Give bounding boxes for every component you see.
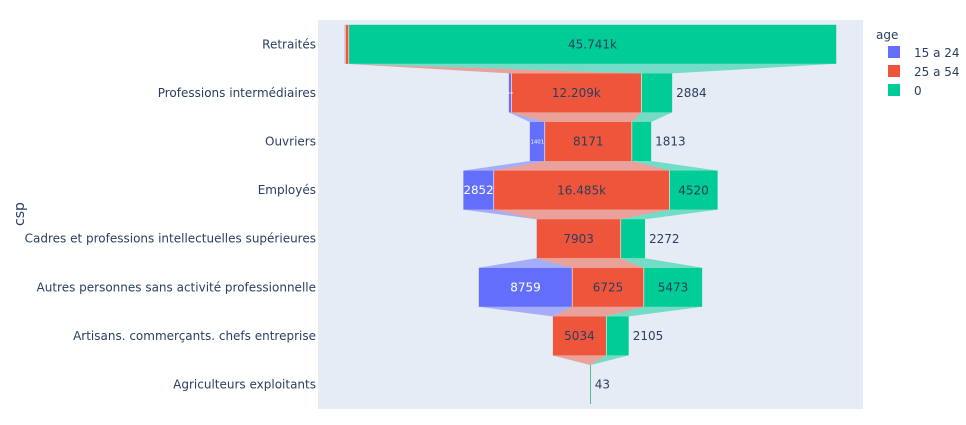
funnel-bar-segment[interactable] — [590, 365, 591, 404]
funnel-connector — [620, 258, 703, 268]
data-labels: 45.741k 229 12.209k 2884 1401 8171 1813 2852 16.… — [464, 38, 709, 392]
funnel-bar-segment[interactable] — [572, 267, 644, 307]
funnel-connector — [493, 209, 670, 220]
legend-label[interactable]: 15 a 24 — [914, 46, 960, 60]
data-label: 5473 — [658, 281, 689, 295]
funnel-connector — [345, 63, 642, 74]
funnel-bar-segment[interactable] — [493, 170, 670, 210]
funnel-connector — [493, 161, 670, 171]
data-label: 2105 — [633, 329, 664, 343]
funnel-connector — [590, 355, 629, 365]
funnel-bar-segment[interactable] — [348, 24, 837, 64]
funnel-connector — [508, 112, 545, 122]
data-label: 8171 — [573, 135, 604, 149]
funnel-bar-segment[interactable] — [643, 267, 703, 307]
legend: age 15 a 24 25 a 54 0 — [876, 28, 960, 98]
legend-swatch[interactable] — [888, 65, 900, 77]
data-label: 4520 — [678, 183, 709, 197]
data-label: 1813 — [655, 135, 686, 149]
data-label: 8759 — [510, 281, 541, 295]
funnel-connector — [552, 355, 591, 365]
funnel-connector — [344, 63, 512, 74]
funnel-bar-segment[interactable] — [631, 122, 652, 161]
funnel-connector — [606, 306, 703, 317]
legend-swatch[interactable] — [888, 46, 900, 58]
legend-label[interactable]: 0 — [914, 84, 922, 98]
funnel-connector — [463, 209, 537, 220]
funnel-bar-segment[interactable] — [620, 219, 645, 259]
data-label: 2852 — [464, 183, 494, 197]
funnel-bar-segment[interactable] — [345, 24, 349, 64]
funnel-connectors — [344, 63, 837, 365]
funnel-connector — [478, 306, 573, 317]
funnel-bar-segment[interactable] — [552, 316, 607, 356]
data-label: 7903 — [563, 232, 594, 246]
funnel-connector — [536, 258, 644, 268]
funnel-connector — [478, 258, 573, 268]
data-label: 16.485k — [557, 183, 606, 197]
legend-label[interactable]: 25 a 54 — [914, 65, 960, 79]
data-label: 5034 — [564, 329, 595, 343]
y-tick-label: Agriculteurs exploitants — [173, 378, 316, 392]
data-label: 2272 — [649, 232, 680, 246]
funnel-bar-segment[interactable] — [511, 73, 642, 113]
legend-title: age — [876, 28, 898, 42]
funnel-bar-segment[interactable] — [544, 122, 632, 161]
data-label: 229 — [507, 91, 513, 95]
funnel-bar-segment[interactable] — [478, 267, 573, 307]
data-label: 2884 — [676, 86, 707, 100]
funnel-connector — [511, 112, 642, 122]
funnel-connector — [631, 161, 718, 171]
y-tick-label: Professions intermédiaires — [158, 86, 316, 100]
data-label: 43 — [595, 378, 610, 392]
funnel-bar-segment[interactable] — [529, 122, 545, 161]
y-axis-title: csp — [12, 202, 28, 226]
funnel-connector — [552, 355, 607, 365]
funnel-connector — [552, 306, 644, 317]
funnel-bar-segment[interactable] — [641, 73, 673, 113]
funnel-connector — [631, 112, 673, 122]
data-label: 45.741k — [568, 38, 617, 52]
y-axis-ticks: Retraités Professions intermédiaires Ouvri… — [25, 37, 316, 391]
data-label: 12.209k — [552, 86, 601, 100]
y-tick-label: Artisans. commerçants. chefs entreprise — [73, 329, 316, 343]
y-tick-label: Retraités — [262, 37, 316, 51]
data-label: 6725 — [593, 281, 624, 295]
y-tick-label: Cadres et professions intellectuelles su… — [25, 232, 316, 246]
legend-swatch[interactable] — [888, 84, 900, 96]
funnel-bars — [344, 24, 837, 404]
funnel-bar-segment[interactable] — [508, 73, 512, 113]
funnel-bar-segment[interactable] — [463, 170, 494, 210]
y-tick-label: Ouvriers — [265, 135, 316, 149]
funnel-connector — [348, 63, 837, 74]
funnel-bar-segment[interactable] — [536, 219, 621, 259]
data-label: 1401 — [530, 139, 544, 145]
funnel-bar-segment[interactable] — [606, 316, 629, 356]
funnel-connector — [620, 209, 718, 220]
funnel-connector — [463, 161, 545, 171]
funnel-bar-segment[interactable] — [669, 170, 718, 210]
y-tick-label: Autres personnes sans activité professio… — [37, 280, 317, 294]
y-tick-label: Employés — [258, 183, 316, 197]
